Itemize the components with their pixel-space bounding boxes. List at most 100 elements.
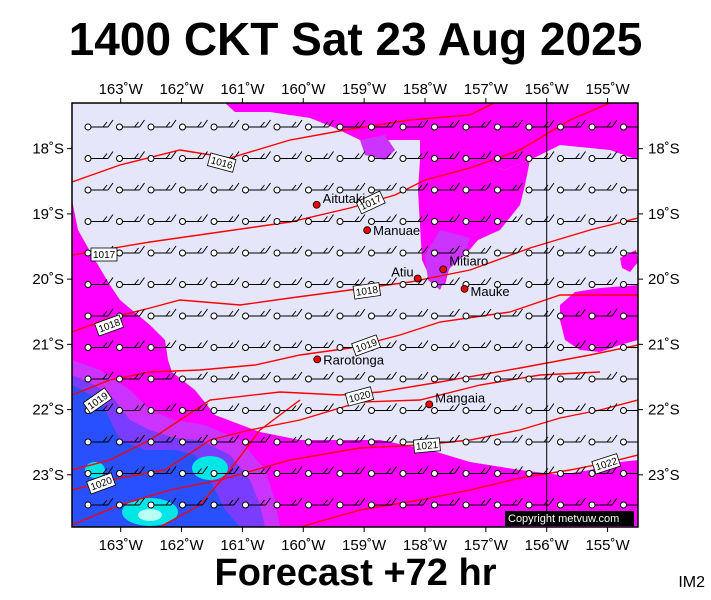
wind-barb (84, 371, 114, 383)
wind-barb (242, 182, 271, 194)
wind-barb (620, 281, 638, 288)
wind-barb (179, 340, 208, 351)
wind-barb (210, 277, 240, 288)
wind-barb (210, 214, 240, 225)
wind-barb (588, 434, 618, 446)
wind-barb (242, 497, 271, 509)
wind-barb (525, 371, 555, 383)
wind-barb (368, 434, 397, 446)
wind-barb (525, 403, 555, 414)
town-marker (312, 200, 321, 209)
wind-barb (147, 182, 177, 194)
wind-barb (116, 182, 145, 194)
wind-barb (368, 497, 397, 509)
wind-barb (494, 434, 523, 446)
wind-barb (210, 245, 240, 257)
wind-barb (242, 214, 271, 225)
town-marker (439, 265, 448, 274)
wind-barb (525, 466, 555, 477)
wind-barb (210, 119, 240, 131)
wind-barb (399, 466, 429, 477)
wind-barb (399, 214, 429, 225)
wind-barb (179, 308, 208, 320)
wind-barb (273, 434, 303, 446)
wind-barb (525, 497, 555, 509)
wind-barb (557, 371, 586, 383)
town-label: Aitutaki (323, 191, 366, 206)
wind-barb (179, 245, 208, 257)
wind-barb (84, 151, 114, 162)
wind-barb (84, 308, 114, 320)
lat-label-left: 18˚S (32, 141, 64, 158)
wind-barb (147, 497, 177, 509)
wind-barb (462, 371, 492, 383)
wind-barb (305, 340, 334, 351)
wind-barb (147, 308, 177, 320)
wind-barb (273, 151, 303, 162)
wind-barb (368, 466, 397, 477)
lon-label-bottom: 155˚W (585, 537, 630, 554)
wind-barb (588, 245, 618, 257)
wind-barb (557, 434, 586, 446)
lon-label-top: 160˚W (281, 81, 326, 98)
wind-barb (179, 434, 208, 446)
wind-barb (557, 245, 586, 257)
wind-barb (588, 497, 618, 509)
wind-barb (431, 277, 460, 288)
wind-barb (368, 119, 397, 131)
wind-barb (116, 277, 145, 288)
wind-barb (525, 277, 555, 288)
axes: 163˚W 163˚W 162˚W 162˚W 161˚W 161˚W 160˚W 160˚W… (32, 81, 679, 554)
wind-barb (336, 308, 366, 320)
wind-barb (494, 371, 523, 383)
town-label: Mitiaro (449, 253, 488, 268)
towns: Aitutaki Manuae Atiu Mitiaro Mauke Rarotonga M… (312, 191, 510, 409)
lon-label-bottom: 160˚W (281, 537, 326, 554)
wind-barb (116, 371, 145, 383)
wind-barb (305, 119, 334, 131)
forecast-label: Forecast +72 hr (214, 552, 497, 594)
wind-barb (116, 214, 145, 225)
wind-barb (336, 151, 366, 162)
wind-barb (557, 151, 586, 162)
wind-barb (179, 371, 208, 383)
wind-barb (399, 308, 429, 320)
lat-label-right: 19˚S (648, 206, 680, 223)
wind-barb (494, 119, 523, 131)
wind-barb (368, 371, 397, 383)
wind-barb (494, 214, 523, 225)
wind-barb (431, 466, 460, 477)
wind-barb (462, 214, 492, 225)
wind-barb (179, 182, 208, 194)
wind-barb (336, 214, 366, 225)
wind-barb (588, 151, 618, 162)
wind-barb (462, 340, 492, 351)
wind-barb (494, 403, 523, 414)
wind-barb (588, 371, 618, 383)
wind-barb (305, 403, 334, 414)
map-frame (71, 102, 639, 528)
wind-barb (179, 403, 208, 414)
wind-barb (336, 466, 366, 477)
wind-barb (620, 249, 638, 257)
wind-barb (431, 119, 460, 131)
lat-label-left: 23˚S (32, 467, 64, 484)
wind-barb (147, 214, 177, 225)
wind-barb (242, 308, 271, 320)
wind-barb (462, 308, 492, 320)
wind-barb (273, 119, 303, 131)
wind-barb (179, 497, 208, 509)
wind-barb (84, 182, 114, 194)
wind-barb (431, 245, 460, 257)
wind-barb (557, 182, 586, 194)
wind-barb (84, 466, 114, 477)
wind-barb (494, 466, 523, 477)
lon-label-bottom: 163˚W (99, 537, 144, 554)
wind-barb (179, 466, 208, 477)
wind-barb (210, 434, 240, 446)
lon-label-top: 158˚W (403, 81, 448, 98)
wind-barb (147, 466, 177, 477)
wind-barb (525, 214, 555, 225)
town-label: Rarotonga (323, 352, 384, 367)
wind-barb (557, 277, 586, 288)
